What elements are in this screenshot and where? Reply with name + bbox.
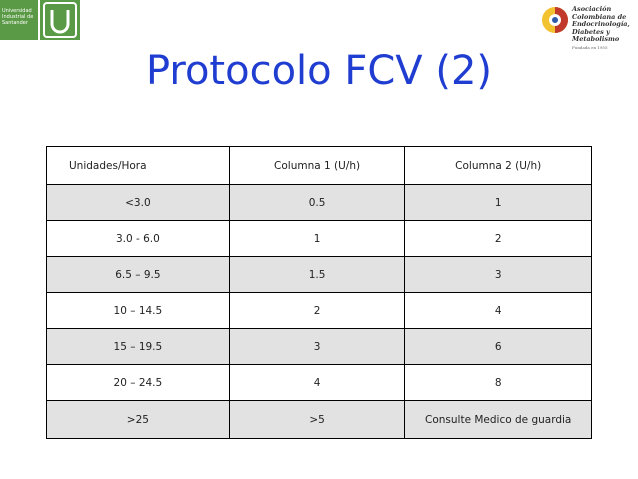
table-cell: 1	[404, 184, 592, 221]
table-row: 20 – 24.5 4 8	[46, 364, 592, 401]
protocol-table: Unidades/Hora Columna 1 (U/h) Columna 2 …	[46, 146, 592, 439]
table-cell: 8	[404, 364, 592, 401]
uis-logo-text: Universidad Industrial de Santander	[0, 0, 38, 40]
table-cell: 4	[228, 364, 406, 401]
table-cell: 3	[404, 256, 592, 293]
table-row: 6.5 – 9.5 1.5 3	[46, 256, 592, 293]
acem-logo-text: Asociación Colombiana de Endocrinología,…	[572, 5, 630, 43]
table-cell: 1.5	[228, 256, 406, 293]
table-cell: >5	[228, 400, 406, 439]
table-cell: Consulte Medico de guardia	[404, 400, 592, 439]
table-cell: 15 – 19.5	[46, 328, 230, 365]
uis-logo: Universidad Industrial de Santander	[0, 0, 82, 40]
header-cell: Columna 1 (U/h)	[228, 146, 406, 185]
table-cell: 2	[404, 220, 592, 257]
page-title: Protocolo FCV (2)	[145, 48, 493, 94]
header-cell: Unidades/Hora	[46, 146, 230, 185]
table-cell: 3	[228, 328, 406, 365]
table-cell: >25	[46, 400, 230, 439]
table-cell: 2	[228, 292, 406, 329]
table-row: >25 >5 Consulte Medico de guardia	[46, 400, 592, 439]
table-cell: 6.5 – 9.5	[46, 256, 230, 293]
acem-logo-subtext: Fundada en 1955	[572, 44, 608, 50]
table-row: 10 – 14.5 2 4	[46, 292, 592, 329]
header-cell: Columna 2 (U/h)	[404, 146, 592, 185]
acem-emblem-icon	[542, 7, 568, 33]
table-cell: 3.0 - 6.0	[46, 220, 230, 257]
uis-emblem-icon	[40, 0, 80, 40]
table-cell: 20 – 24.5	[46, 364, 230, 401]
table-cell: 6	[404, 328, 592, 365]
table-cell: 10 – 14.5	[46, 292, 230, 329]
table-cell: 1	[228, 220, 406, 257]
acem-logo: Asociación Colombiana de Endocrinología,…	[540, 4, 635, 50]
table-cell: 0.5	[228, 184, 406, 221]
table-cell: <3.0	[46, 184, 230, 221]
table-cell: 4	[404, 292, 592, 329]
table-row: <3.0 0.5 1	[46, 184, 592, 221]
table-row: 3.0 - 6.0 1 2	[46, 220, 592, 257]
table-header-row: Unidades/Hora Columna 1 (U/h) Columna 2 …	[46, 146, 592, 185]
table-row: 15 – 19.5 3 6	[46, 328, 592, 365]
